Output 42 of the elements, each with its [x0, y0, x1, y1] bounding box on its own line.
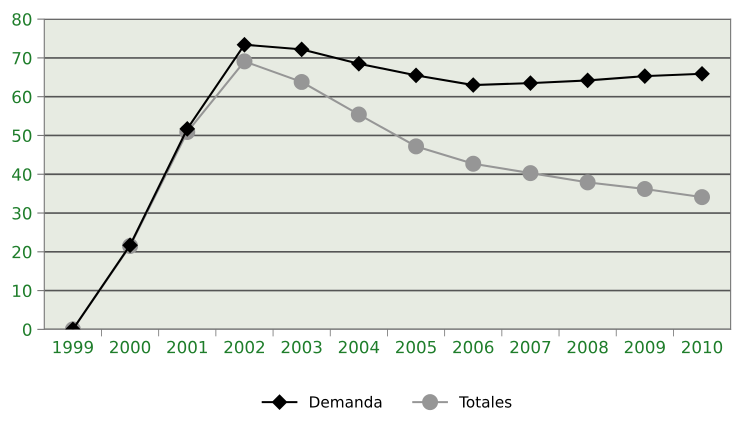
x-tick-label: 2004 [338, 340, 380, 354]
point [694, 189, 710, 206]
point [294, 42, 310, 57]
x-tick-label: 2003 [282, 340, 322, 354]
point [466, 77, 481, 93]
y-tick-label: 60 [12, 90, 32, 104]
x-tick-label: 2001 [167, 340, 207, 354]
point [580, 174, 596, 190]
y-tick-label: 20 [12, 246, 32, 258]
point [236, 53, 252, 70]
x-tick-label: 2005 [396, 340, 436, 354]
y-tick-label: 50 [12, 129, 32, 142]
legend-label: Totales [459, 396, 512, 408]
legend-label: Demanda [310, 396, 382, 408]
x-tick-label: 2002 [224, 340, 264, 354]
y-tick-label: 40 [12, 168, 32, 181]
point [465, 156, 482, 172]
x-tick-label: 2007 [510, 340, 550, 354]
x-tick-label: 2006 [453, 340, 494, 354]
point [522, 76, 538, 91]
point [636, 181, 653, 197]
point [694, 66, 710, 82]
point [236, 37, 252, 52]
y-tick-label: 30 [12, 206, 32, 220]
point [637, 68, 652, 84]
y-tick-label: 0 [22, 323, 32, 336]
point [180, 121, 195, 136]
point [351, 56, 366, 72]
y-tick-label: 10 [13, 284, 32, 298]
x-tick-label: 2008 [568, 340, 608, 354]
point [350, 106, 367, 123]
x-tick-label: 1999 [54, 340, 93, 354]
point [294, 74, 310, 90]
y-tick-label: 70 [12, 52, 32, 64]
point [408, 138, 424, 154]
x-tick-label: 2010 [682, 340, 722, 354]
x-tick-label: 2000 [110, 340, 150, 354]
y-tick-label: 80 [12, 13, 32, 26]
point [408, 68, 424, 83]
point [580, 72, 596, 88]
point [522, 165, 538, 182]
x-tick-label: 2009 [624, 340, 665, 354]
